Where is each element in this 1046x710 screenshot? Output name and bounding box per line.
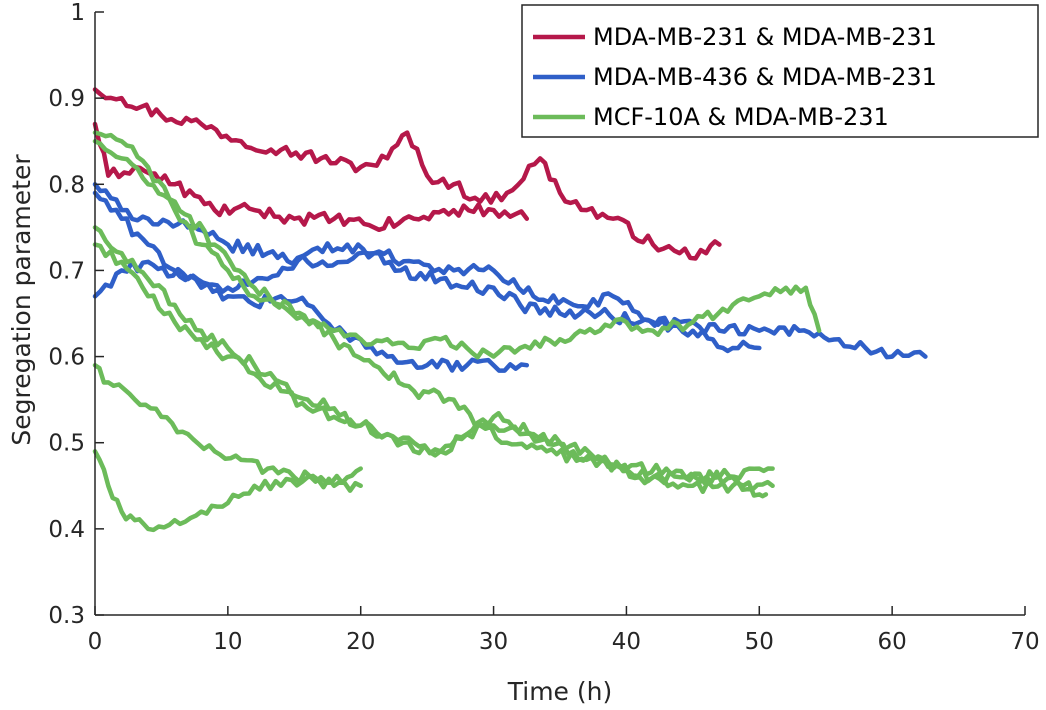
legend-box: [521, 4, 1039, 138]
x-tick-label: 50: [745, 629, 774, 655]
series-line-1: [92, 87, 722, 261]
series-line-3: [92, 182, 928, 360]
axes: 0 10 20 30 40 50 60 70 0.3 0.4 0.5 0.6 0.7 0.8 0.9 1: [48, 0, 1039, 655]
y-tick-label: 0.9: [48, 86, 85, 112]
plot-area: [92, 87, 928, 533]
x-tick-label: 10: [213, 629, 242, 655]
series-line-11: [92, 449, 363, 533]
y-tick-label: 0.7: [48, 258, 85, 284]
legend-label-2: MDA-MB-436 & MDA-MB-231: [593, 63, 937, 91]
legend-label-3: MCF-10A & MDA-MB-231: [593, 103, 889, 131]
x-tick-label: 60: [878, 629, 907, 655]
y-tick-label: 0.8: [48, 172, 85, 198]
x-tick-label: 30: [479, 629, 508, 655]
y-tick-label: 1: [70, 0, 85, 26]
x-tick-label: 20: [346, 629, 375, 655]
y-tick-label: 0.4: [48, 517, 85, 543]
series-line-5: [92, 259, 530, 373]
series-line-6: [92, 130, 822, 360]
y-tick-label: 0.5: [48, 431, 85, 457]
series-line-4: [92, 190, 762, 354]
x-axis-title: Time (h): [507, 677, 612, 706]
y-tick-label: 0.3: [48, 603, 85, 629]
y-axis-title: Segregation parameter: [7, 154, 36, 446]
series-line-10: [92, 362, 363, 485]
y-tick-label: 0.6: [48, 345, 85, 371]
series-line-2: [92, 121, 530, 233]
legend-label-1: MDA-MB-231 & MDA-MB-231: [593, 23, 937, 51]
x-tick-label: 40: [612, 629, 641, 655]
legend: MDA-MB-231 & MDA-MB-231 MDA-MB-436 & MDA-…: [521, 4, 1039, 138]
series-line-7: [92, 138, 769, 499]
x-tick-label: 70: [1010, 629, 1039, 655]
x-tick-label: 0: [88, 629, 103, 655]
series-line-9: [92, 242, 775, 495]
